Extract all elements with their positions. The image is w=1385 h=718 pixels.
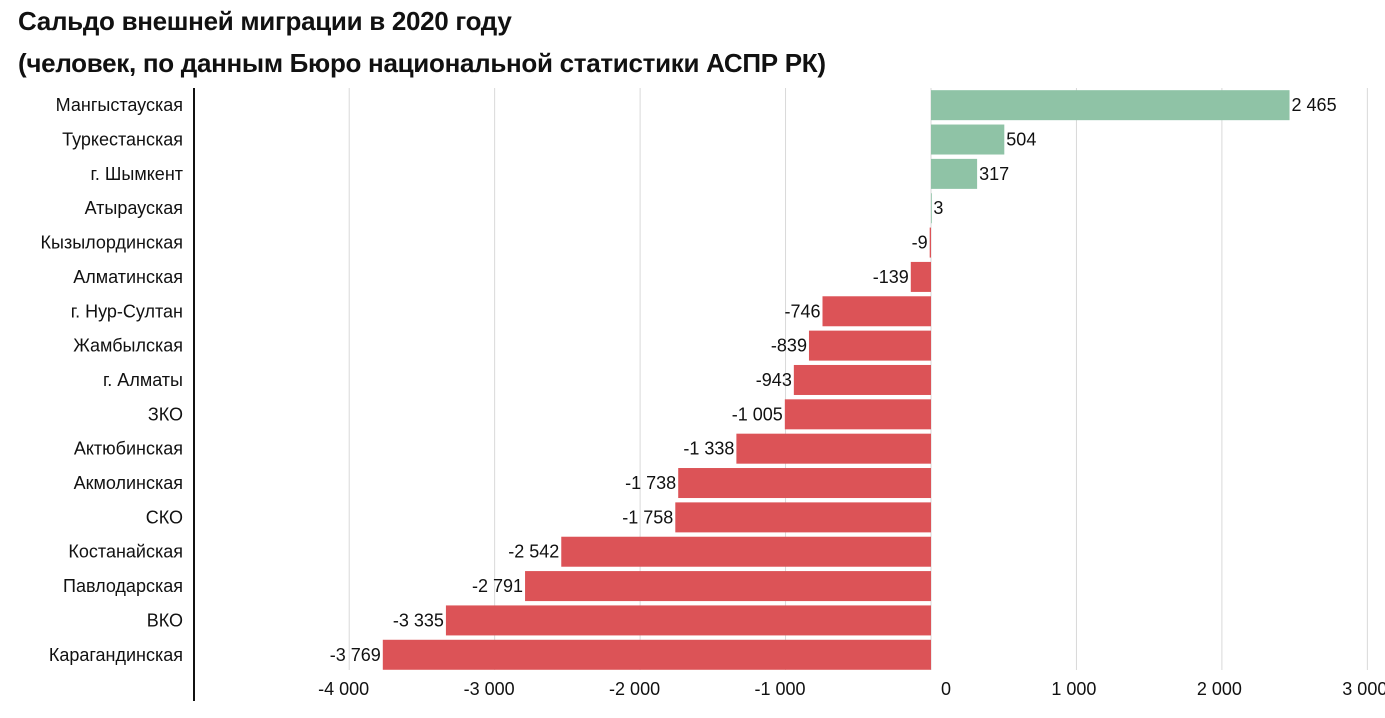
- value-label: -139: [873, 267, 909, 287]
- bar: [382, 639, 931, 670]
- bar: [822, 296, 931, 327]
- category-label: ЗКО: [148, 404, 183, 424]
- bar: [525, 571, 931, 602]
- x-tick-label: -1 000: [755, 679, 806, 699]
- category-label: Алматинская: [73, 267, 183, 287]
- value-label: -2 791: [472, 576, 523, 596]
- category-label: Акмолинская: [74, 473, 183, 493]
- bar: [678, 468, 931, 499]
- value-label: 504: [1006, 130, 1036, 150]
- category-label: Костанайская: [68, 542, 183, 562]
- x-tick-label: -4 000: [318, 679, 369, 699]
- value-label: 3: [933, 198, 943, 218]
- value-label: -839: [771, 336, 807, 356]
- bars: [382, 90, 1290, 670]
- value-label: -9: [912, 233, 928, 253]
- bar: [736, 433, 931, 464]
- category-label: Жамбылская: [73, 336, 183, 356]
- x-tick-label: 0: [941, 679, 951, 699]
- bar: [784, 399, 931, 430]
- value-label: -746: [784, 301, 820, 321]
- chart-subtitle: (человек, по данным Бюро национальной ст…: [18, 48, 826, 78]
- bar: [929, 227, 931, 258]
- bar: [931, 193, 932, 224]
- bar: [793, 364, 931, 395]
- value-label: -1 005: [732, 404, 783, 424]
- category-label: Туркестанская: [62, 130, 183, 150]
- value-label: -1 338: [683, 439, 734, 459]
- category-label: Карагандинская: [49, 645, 183, 665]
- category-label: Актюбинская: [74, 439, 183, 459]
- category-label: Мангыстауская: [56, 95, 183, 115]
- value-label: -943: [756, 370, 792, 390]
- bar: [445, 605, 931, 636]
- x-tick-label: -3 000: [464, 679, 515, 699]
- bar: [931, 90, 1290, 121]
- bar: [931, 158, 978, 189]
- value-labels: 2 465 504 317 3-9-139 -746 -839 -943 -1 005 -1 3…: [330, 95, 1337, 665]
- x-tick-label: 2 000: [1197, 679, 1242, 699]
- category-label: ВКО: [147, 610, 183, 630]
- category-label: г. Алматы: [103, 370, 183, 390]
- value-label: -1 738: [625, 473, 676, 493]
- value-label: 317: [979, 164, 1009, 184]
- bar: [561, 536, 931, 567]
- value-label: -3 769: [330, 645, 381, 665]
- chart-title: Сальдо внешней миграции в 2020 году: [18, 6, 512, 36]
- value-label: 2 465: [1292, 95, 1337, 115]
- bar: [675, 502, 931, 533]
- category-label: г. Нур-Султан: [71, 301, 183, 321]
- bar: [931, 124, 1005, 155]
- category-labels: Мангыстауская Туркестанская г. Шымкент Атыр…: [41, 95, 183, 665]
- category-label: Атырауская: [85, 198, 183, 218]
- bar: [910, 261, 931, 292]
- x-axis-tick-labels: -4 000 -3 000 -2 000 -1 000 0 1 000 2 000 3 000: [318, 679, 1385, 699]
- x-tick-label: 1 000: [1051, 679, 1096, 699]
- x-tick-label: 3 000: [1342, 679, 1385, 699]
- category-label: Павлодарская: [63, 576, 183, 596]
- category-label: СКО: [146, 507, 183, 527]
- bar: [808, 330, 931, 361]
- category-label: Кызылординская: [41, 233, 183, 253]
- value-label: -2 542: [508, 542, 559, 562]
- value-label: -3 335: [393, 610, 444, 630]
- category-label: г. Шымкент: [91, 164, 183, 184]
- value-label: -1 758: [622, 507, 673, 527]
- x-tick-label: -2 000: [609, 679, 660, 699]
